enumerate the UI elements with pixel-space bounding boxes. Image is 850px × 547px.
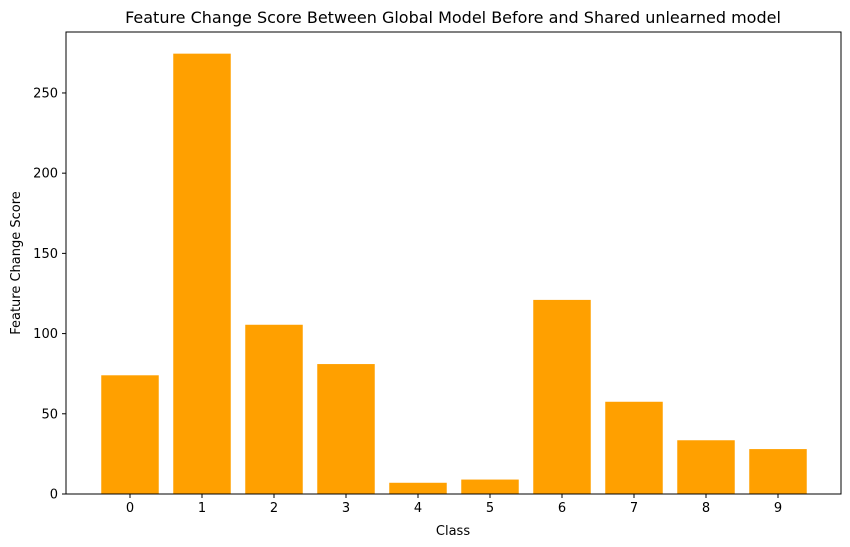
y-tick-label: 150 xyxy=(33,247,58,262)
bar-class-9 xyxy=(749,449,807,494)
plot-frame xyxy=(65,31,842,495)
bar-class-0 xyxy=(101,375,159,494)
y-axis-label: Feature Change Score xyxy=(9,191,24,335)
bar-class-8 xyxy=(677,440,735,494)
bars-group xyxy=(101,53,807,494)
y-tick-label: 50 xyxy=(41,407,58,422)
x-tick-label: 5 xyxy=(486,501,494,516)
x-tick-label: 7 xyxy=(630,501,638,516)
x-tick-label: 6 xyxy=(558,501,566,516)
bar-class-2 xyxy=(245,324,303,494)
x-tick-label: 9 xyxy=(774,501,782,516)
x-tick-label: 0 xyxy=(126,501,134,516)
bar-class-4 xyxy=(389,482,447,494)
bar-class-5 xyxy=(461,479,519,494)
x-axis-ticks: 0 1 2 3 4 5 6 7 8 9 xyxy=(126,494,782,516)
x-tick-label: 1 xyxy=(198,501,206,516)
y-tick-label: 100 xyxy=(33,327,58,342)
y-tick-label: 0 xyxy=(50,488,58,503)
x-tick-label: 8 xyxy=(702,501,710,516)
bar-class-7 xyxy=(605,401,663,494)
x-tick-label: 4 xyxy=(414,501,422,516)
bar-class-3 xyxy=(317,364,375,494)
y-tick-label: 250 xyxy=(33,86,58,101)
x-tick-label: 3 xyxy=(342,501,350,516)
bar-class-6 xyxy=(533,299,591,494)
y-tick-label: 200 xyxy=(33,167,58,182)
x-tick-label: 2 xyxy=(270,501,278,516)
chart-title: Feature Change Score Between Global Mode… xyxy=(125,8,781,27)
bar-class-1 xyxy=(173,53,231,494)
y-axis-ticks: 0 50 100 150 200 250 xyxy=(33,86,66,503)
x-axis-label: Class xyxy=(436,524,470,539)
